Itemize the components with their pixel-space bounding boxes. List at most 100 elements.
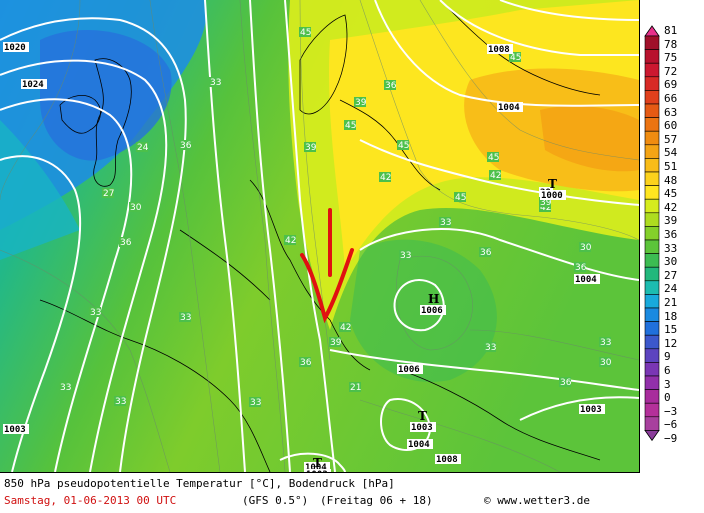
pressure-label-bg — [487, 44, 513, 54]
legend-tick-label: −9 — [664, 432, 678, 445]
pressure-label: 1003 — [4, 425, 26, 435]
legend-swatch — [644, 62, 660, 78]
legend-tick-label: 78 — [664, 37, 678, 51]
pressure-label: 1024 — [22, 80, 44, 90]
isotherm-labels: 4545454545454242424242393939393636363636… — [59, 27, 612, 408]
pressure-label-bg — [3, 42, 29, 52]
isotherm-label-bg — [354, 97, 366, 107]
isotherm-label: 42 — [540, 203, 551, 213]
legend-swatch — [644, 334, 660, 350]
isotherm-label-bg — [179, 140, 191, 150]
isotherm-label-bg — [599, 357, 611, 367]
legend-swatch — [644, 90, 660, 105]
isotherm-label-bg — [329, 337, 341, 347]
center-value-bg — [420, 305, 446, 315]
legend-tick-label: 33 — [664, 241, 678, 255]
isotherm-label-bg — [384, 80, 396, 90]
isotherm-label: 45 — [488, 153, 499, 163]
legend-swatch — [644, 144, 660, 159]
isotherm-label-bg — [304, 142, 316, 152]
isotherm-label: 45 — [398, 141, 409, 151]
isotherm-label: 30 — [580, 243, 592, 253]
legend-tick-label: 48 — [664, 173, 678, 187]
isotherm-label: 33 — [180, 313, 191, 323]
legend-tick-label: 57 — [664, 132, 678, 146]
isotherm-label: 33 — [250, 398, 261, 408]
pressure-label-bg — [497, 102, 523, 112]
pressure-centers: T1000H1006T1003T1003 — [305, 177, 566, 472]
pressure-label-bg — [435, 454, 461, 464]
pressure-label-bg — [3, 424, 29, 434]
legend-tick-label: 3 — [664, 377, 671, 391]
legend-swatch — [644, 185, 660, 200]
isotherm-label-bg — [209, 77, 221, 87]
legend-swatch — [644, 35, 660, 50]
isotherm-label-bg — [299, 27, 311, 37]
pressure-label: 1003 — [580, 405, 602, 415]
legend-swatch — [644, 321, 660, 336]
isotherm-label-bg — [484, 342, 496, 352]
legend-swatch — [644, 49, 660, 64]
pressure-label: 1004 — [408, 440, 430, 450]
low-center-mark: T — [418, 409, 427, 423]
isotherm-label-bg — [489, 170, 501, 180]
center-value: 1006 — [421, 306, 443, 316]
isotherm-label: 39 — [540, 198, 552, 208]
legend-tick-label: 63 — [664, 105, 678, 119]
isotherm-label-bg — [399, 250, 411, 260]
pressure-labels: 1020102410081004100410061004100310081004… — [3, 42, 605, 472]
legend-tick-label: 0 — [664, 391, 671, 405]
isotherm-label-bg — [129, 202, 141, 212]
isotherm-label: 42 — [340, 323, 351, 333]
legend-swatch — [644, 171, 660, 186]
legend-swatch — [644, 103, 660, 118]
isotherm-label: 33 — [600, 338, 611, 348]
isotherm-label: 36 — [180, 141, 192, 151]
legend-swatch — [644, 158, 660, 173]
center-value: 1000 — [541, 191, 563, 201]
legend-tick-label: 51 — [664, 160, 678, 173]
legend-arrow-up — [644, 25, 660, 37]
model-name: (GFS 0.5°) — [242, 494, 309, 507]
isotherm-label: 39 — [305, 143, 317, 153]
high-center-mark: H — [428, 292, 439, 306]
isotherm-label-bg — [114, 396, 126, 406]
legend-tick-label: 9 — [664, 350, 671, 364]
legend-swatch — [644, 266, 660, 282]
isotherm-label: 36 — [575, 263, 587, 273]
legend-arrow-down — [644, 429, 660, 442]
color-legend: 81 78 75 72 69 66 63 60 57 54 51 48 45 42 39 36 33 30 27 24… — [644, 24, 704, 456]
isotherm-label: 36 — [300, 358, 312, 368]
pressure-label-bg — [574, 274, 600, 284]
coastlines — [39, 0, 601, 472]
legend-tick-label: 60 — [664, 119, 678, 133]
isotherm-label-bg — [59, 382, 71, 392]
legend-swatch — [644, 117, 660, 132]
center-value-bg — [410, 422, 436, 432]
isotherm-label: 36 — [480, 248, 492, 258]
isotherm-label-bg — [509, 52, 521, 62]
isotherm-label: 21 — [350, 383, 361, 393]
legend-tick-label: 39 — [664, 214, 678, 228]
copyright-link[interactable]: © www.wetter3.de — [484, 494, 590, 507]
isotherm-label-bg — [439, 217, 451, 227]
isotherm-label: 36 — [120, 238, 132, 248]
legend-tick-label: 69 — [664, 78, 678, 92]
isotherm-label-bg — [299, 357, 311, 367]
isotherm-label: 27 — [103, 189, 114, 199]
isotherm-label: 45 — [510, 53, 521, 63]
isotherm-label: 45 — [300, 28, 311, 38]
isotherm-label: 33 — [485, 343, 496, 353]
isotherm-label: 45 — [345, 121, 356, 131]
isotherm-label-bg — [454, 192, 466, 202]
weather-map: 45 45 45 45 45 45 42 42 42 42 42 39 39 39 39 36 36 36 36 36… — [0, 0, 640, 473]
legend-tick-label: 81 — [664, 24, 678, 37]
isotherm-label: 33 — [400, 251, 411, 261]
isotherm-label-bg — [479, 247, 491, 257]
isotherm-label-bg — [284, 235, 296, 245]
legend-swatch — [644, 416, 660, 431]
legend-tick-label: 45 — [664, 187, 678, 201]
isotherm-label: 33 — [440, 218, 451, 228]
isotherm-label: 33 — [60, 383, 71, 393]
pressure-label: 1008 — [488, 45, 510, 55]
